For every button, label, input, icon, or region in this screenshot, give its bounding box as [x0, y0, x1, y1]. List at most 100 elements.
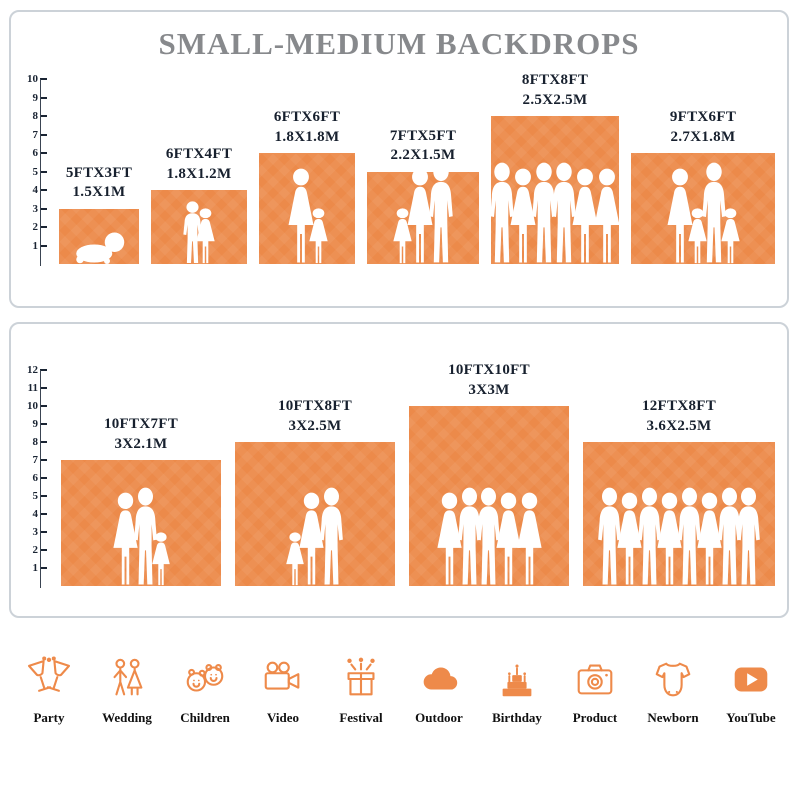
category-party: Party — [12, 656, 86, 726]
ruler-tick: 3 — [24, 525, 47, 539]
ruler-tick-mark — [40, 531, 47, 533]
backdrop-size-label: 6FTX6FT 1.8X1.8M — [274, 108, 340, 147]
backdrop-bar — [259, 153, 355, 264]
ruler-tick-mark — [40, 170, 47, 173]
backdrop-size-ft: 6FTX6FT — [273, 109, 341, 125]
ruler-tick: 6 — [24, 146, 47, 160]
ruler-tick-mark — [40, 423, 47, 425]
ruler-tick: 2 — [24, 543, 47, 557]
backdrop-size-m: 3.6X2.5M — [646, 417, 712, 434]
ruler-tick-mark — [40, 441, 47, 443]
panel-title: SMALL-MEDIUM BACKDROPS — [158, 26, 640, 61]
ruler-tick: 12 — [24, 363, 47, 377]
ruler-tick-mark — [40, 115, 47, 117]
ruler-tick-mark — [40, 369, 47, 371]
backdrop-bar — [151, 190, 247, 264]
backdrop-size-ft: 10FTX7FT — [103, 416, 179, 432]
backdrop-bar-group: 6FTX4FT 1.8X1.2M — [151, 145, 247, 264]
ruler-tick: 1 — [24, 239, 47, 253]
category-label: Video — [266, 710, 300, 725]
ruler-tick-number: 2 — [32, 544, 39, 556]
ruler-tick: 10 — [24, 72, 47, 86]
backdrop-size-m: 2.5X2.5M — [522, 91, 588, 108]
backdrop-size-ft: 12FTX8FT — [641, 398, 717, 414]
ruler-tick-number: 10 — [27, 73, 38, 85]
ruler-tick-mark — [40, 405, 47, 407]
backdrop-bar — [583, 442, 775, 586]
ruler-tick: 6 — [24, 471, 47, 485]
ruler-tick-number: 6 — [32, 147, 39, 159]
ruler-tick-number: 6 — [32, 472, 39, 484]
backdrop-size-m: 1.8X1.8M — [274, 128, 340, 145]
ruler-tick: 4 — [24, 507, 47, 521]
top-ruler: 1 2 3 4 5 6 7 8 9 10 — [21, 73, 47, 266]
ruler-tick-number: 5 — [32, 165, 39, 178]
ruler-tick-number: 8 — [32, 110, 39, 122]
people-silhouettes — [59, 231, 139, 264]
people-silhouettes — [631, 162, 775, 264]
ruler-tick: 8 — [24, 435, 47, 449]
top-size-chart: 1 2 3 4 5 6 7 8 9 10 5FTX3FT 1.5X1M 6FTX4FT 1.8X1.2M… — [21, 71, 781, 266]
ruler-tick: 2 — [24, 220, 47, 234]
backdrop-bar — [367, 172, 479, 264]
category-video: Video — [246, 656, 320, 726]
ruler-tick-mark — [40, 567, 47, 569]
category-wedding: Wedding — [90, 656, 164, 726]
backdrop-size-m: 2.7X1.8M — [670, 128, 736, 145]
category-label: YouTube — [726, 710, 776, 725]
wedding-icon — [113, 658, 143, 696]
ruler-tick-number: 1 — [32, 562, 39, 574]
ruler-tick-number: 7 — [32, 128, 39, 141]
backdrop-size-m: 1.8X1.2M — [166, 165, 232, 182]
product-icon — [577, 664, 613, 695]
backdrop-bar — [631, 153, 775, 264]
backdrop-size-label: 5FTX3FT 1.5X1M — [66, 164, 132, 203]
backdrop-size-ft: 7FTX5FT — [389, 127, 457, 144]
backdrop-size-label: 7FTX5FT 2.2X1.5M — [390, 127, 456, 166]
video-icon — [264, 661, 300, 690]
backdrop-bar — [59, 208, 139, 264]
category-youtube: YouTube — [714, 656, 788, 726]
people-silhouettes — [235, 487, 395, 586]
backdrop-size-ft: 10FTX10FT — [448, 362, 530, 378]
backdrop-bar-group: 6FTX6FT 1.8X1.8M — [259, 108, 355, 264]
backdrop-bar-group: 12FTX8FT 3.6X2.5M — [583, 397, 775, 586]
backdrop-size-m: 3X3M — [468, 381, 510, 398]
backdrop-bar-group: 5FTX3FT 1.5X1M — [59, 164, 139, 264]
backdrop-bar-group: 9FTX6FT 2.7X1.8M — [631, 108, 775, 264]
backdrop-bar — [61, 460, 221, 586]
woman-silhouette-icon — [513, 492, 546, 586]
ruler-tick-mark — [40, 96, 47, 99]
girl-silhouette-icon — [718, 208, 743, 264]
ruler-tick-mark — [40, 495, 47, 497]
ruler-tick: 8 — [24, 109, 47, 123]
ruler-tick: 11 — [24, 381, 47, 395]
ruler-tick-mark — [40, 244, 47, 247]
category-row: Party Wedding Children — [0, 656, 800, 726]
ruler-tick-mark — [40, 78, 47, 80]
ruler-tick-number: 7 — [32, 454, 39, 466]
backdrop-size-ft: 6FTX4FT — [165, 146, 233, 162]
backdrop-size-label: 12FTX8FT 3.6X2.5M — [642, 397, 716, 436]
man-silhouette-icon — [425, 162, 457, 264]
ruler-tick-mark — [40, 549, 47, 551]
ruler-tick: 5 — [24, 165, 47, 179]
ruler-tick-mark — [40, 387, 47, 389]
backdrop-bar — [235, 442, 395, 586]
large-backdrops-panel: 1 2 3 4 5 6 7 8 9 10 11 12 10FTX7FT 3X2.1M 10FTX8FT 3X… — [9, 322, 789, 618]
backdrop-size-m: 2.2X1.5M — [390, 147, 456, 163]
ruler-tick-number: 12 — [27, 364, 38, 376]
ruler-tick-mark — [40, 226, 47, 228]
backdrop-size-ft: 10FTX8FT — [277, 398, 353, 414]
ruler-tick: 1 — [24, 561, 47, 575]
backdrop-bar-group: 10FTX7FT 3X2.1M — [61, 415, 221, 586]
ruler-tick: 7 — [24, 128, 47, 142]
ruler-tick: 5 — [24, 489, 47, 503]
birthday-icon — [502, 664, 532, 697]
category-label: Outdoor — [415, 710, 463, 725]
festival-icon — [347, 657, 375, 696]
category-children: Children — [168, 656, 242, 726]
backdrop-bar-group: 7FTX5FT 2.2X1.5M — [367, 127, 479, 264]
backdrop-size-m: 3X2.1M — [114, 435, 168, 452]
backdrop-size-label: 10FTX8FT 3X2.5M — [278, 397, 352, 436]
